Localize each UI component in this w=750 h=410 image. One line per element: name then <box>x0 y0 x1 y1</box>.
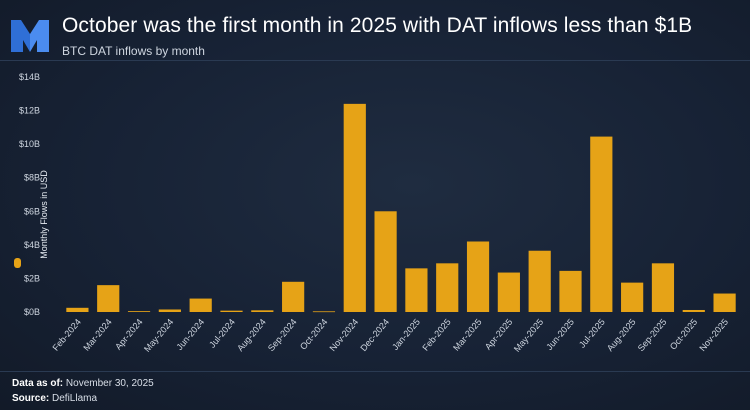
bar-jan-2025 <box>405 268 428 312</box>
x-tick-label: Aug-2025 <box>605 317 638 353</box>
bar-nov-2025 <box>713 293 736 312</box>
logo-icon <box>11 20 49 52</box>
source-note: Source: DefiLlama <box>12 393 97 404</box>
y-axis-title: Monthly Flows in USD <box>39 170 49 259</box>
y-tick-label: $10B <box>19 139 40 149</box>
x-tick-label: Nov-2025 <box>697 317 730 353</box>
bar-sep-2024 <box>282 281 305 312</box>
bar-jul-2024 <box>220 310 243 312</box>
x-tick-label: Apr-2024 <box>113 317 144 352</box>
bar-aug-2024 <box>251 310 274 312</box>
bar-jun-2024 <box>189 298 212 312</box>
x-tick-label: Nov-2024 <box>328 317 361 353</box>
x-tick-label: Mar-2025 <box>451 317 483 353</box>
y-tick-label: $14B <box>19 72 40 82</box>
bar-feb-2025 <box>436 263 459 312</box>
data-as-of-value: November 30, 2025 <box>65 378 154 389</box>
x-tick-label: Feb-2025 <box>420 317 452 353</box>
bar-oct-2024 <box>312 311 336 313</box>
bar-mar-2025 <box>466 241 490 312</box>
x-tick-label: May-2025 <box>512 317 545 354</box>
chart-subtitle: BTC DAT inflows by month <box>62 44 205 58</box>
x-tick-label: Jul-2025 <box>577 317 607 350</box>
bar-may-2024 <box>158 309 181 312</box>
source-value: DefiLlama <box>52 393 98 404</box>
y-tick-label: $0B <box>24 307 40 317</box>
x-tick-label: Jun-2024 <box>174 317 206 352</box>
header-divider <box>0 60 750 61</box>
x-tick-label: Jan-2025 <box>390 317 422 352</box>
data-as-of-note: Data as of: November 30, 2025 <box>12 378 154 389</box>
bar-oct-2025 <box>682 309 705 312</box>
chart-title: October was the first month in 2025 with… <box>62 14 693 37</box>
bar-apr-2024 <box>127 311 151 312</box>
bar-sep-2025 <box>651 263 675 312</box>
x-tick-label: Dec-2024 <box>358 317 391 353</box>
x-tick-label: Apr-2025 <box>483 317 514 352</box>
x-tick-label: Jul-2024 <box>207 317 237 350</box>
y-tick-label: $4B <box>24 240 40 250</box>
bar-mar-2024 <box>97 285 120 312</box>
data-as-of-label: Data as of: <box>12 378 64 389</box>
bar-nov-2024 <box>343 103 366 312</box>
bar-aug-2025 <box>621 282 644 312</box>
y-tick-label: $2B <box>24 273 40 283</box>
y-tick-label: $12B <box>19 106 40 116</box>
bar-apr-2025 <box>497 272 520 312</box>
x-tick-label: Mar-2024 <box>81 317 113 353</box>
x-tick-label: Sep-2025 <box>636 317 669 353</box>
bar-jul-2025 <box>590 136 613 312</box>
bar-may-2025 <box>528 250 551 312</box>
x-tick-label: Jun-2025 <box>544 317 576 352</box>
x-tick-label: Sep-2024 <box>266 317 299 353</box>
x-tick-label: May-2024 <box>142 317 175 354</box>
bar-feb-2024 <box>66 307 89 312</box>
x-tick-label: Oct-2025 <box>668 317 699 352</box>
footer-divider <box>0 371 750 372</box>
y-tick-label: $8B <box>24 173 40 183</box>
x-tick-label: Feb-2024 <box>51 317 83 353</box>
x-tick-label: Oct-2024 <box>298 317 329 352</box>
bar-jun-2025 <box>559 270 582 312</box>
y-tick-label: $6B <box>24 206 40 216</box>
legend-swatch <box>14 258 21 268</box>
source-label: Source: <box>12 393 50 404</box>
x-tick-label: Aug-2024 <box>235 317 268 353</box>
bar-dec-2024 <box>374 211 397 312</box>
